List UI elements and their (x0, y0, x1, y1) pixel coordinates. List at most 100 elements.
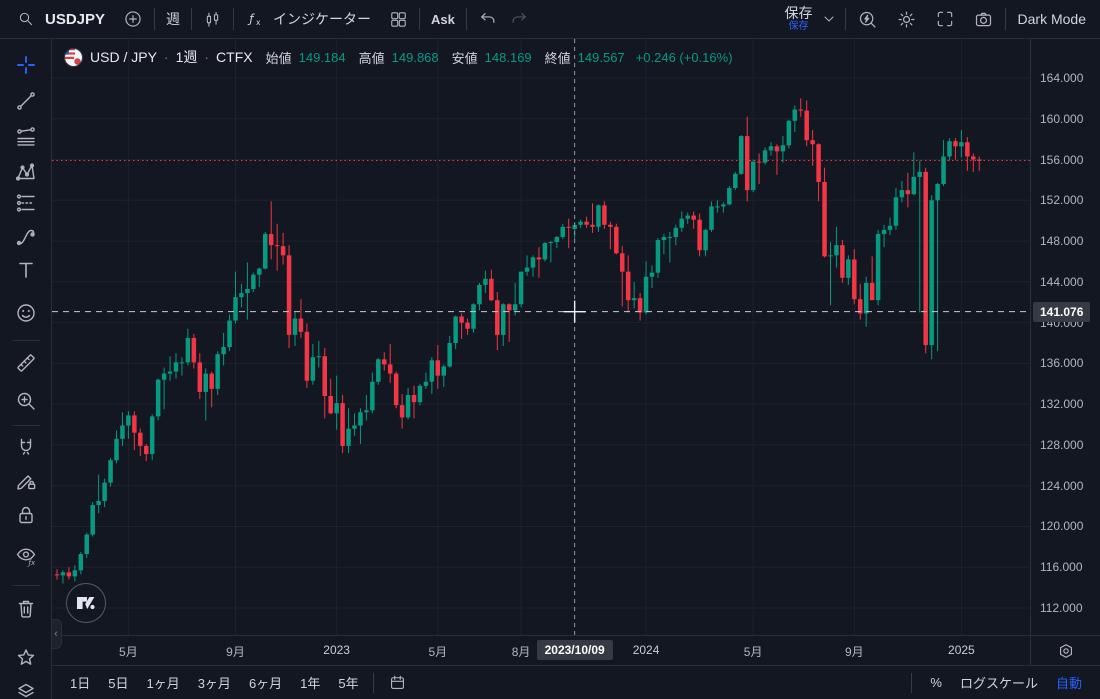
price-axis-label: 112.000 (1040, 601, 1083, 615)
favorites-button[interactable] (14, 646, 38, 670)
text-icon (19, 262, 33, 278)
crosshair-tool-button[interactable] (14, 53, 38, 77)
toolbar-divider (191, 8, 193, 30)
measure-tool-button[interactable] (14, 351, 38, 375)
legend-interval[interactable]: 1週 (175, 49, 198, 65)
chart-style-button[interactable] (194, 0, 231, 38)
save-menu-button[interactable] (815, 0, 843, 38)
price-axis-label: 160.000 (1040, 111, 1084, 126)
price-axis-label: 152.000 (1040, 193, 1084, 208)
symbol-search-button[interactable]: USDJPY (8, 0, 114, 38)
snapshot-button[interactable] (964, 0, 1003, 38)
range-button-6ヶ月[interactable]: 6ヶ月 (248, 676, 283, 691)
range-button-5日[interactable]: 5日 (108, 676, 129, 691)
layout-grid-icon (391, 11, 406, 27)
chart-pane: USD / JPY · 1週 · CTFX 始値 149.184 高値 149.86… (51, 39, 1030, 665)
price-axis-label: 156.000 (1040, 152, 1084, 167)
quick-search-lightning-icon (859, 11, 876, 28)
brush-tool-button[interactable] (14, 225, 38, 249)
log-scale-button[interactable]: ログスケール (959, 676, 1038, 691)
price-axis[interactable]: 164.000 160.000 156.000 152.000 148.000 144.0… (1030, 39, 1100, 665)
emoji-icon (17, 304, 35, 322)
toolbar-divider (419, 8, 421, 30)
range-button-3ヶ月[interactable]: 3ヶ月 (197, 676, 231, 691)
fullscreen-button[interactable] (926, 0, 964, 38)
compare-add-symbol-button[interactable] (114, 0, 152, 38)
legend-separator: · (163, 49, 169, 65)
emoji-tool-button[interactable] (14, 301, 38, 325)
toolbar-divider (1004, 8, 1006, 30)
candlestick-chart[interactable] (52, 39, 1030, 635)
settings-button[interactable] (887, 0, 926, 38)
high-label: 高値 (358, 50, 385, 66)
object-tree-button[interactable] (14, 679, 38, 699)
text-tool-button[interactable] (14, 258, 38, 282)
magnet-mode-button[interactable] (14, 435, 38, 459)
redo-icon (512, 13, 526, 23)
toolbar-collapse-handle[interactable]: ‹ (51, 619, 62, 649)
redo-button[interactable] (507, 0, 538, 38)
toolbar-divider (12, 425, 40, 426)
axis-settings-button[interactable] (1031, 635, 1100, 665)
time-axis-label: 9月 (226, 645, 245, 659)
ask-button[interactable]: Ask (422, 0, 464, 38)
range-button-1ヶ月[interactable]: 1ヶ月 (146, 676, 180, 691)
close-value: 149.567 (577, 49, 625, 65)
price-axis-label: 116.000 (1040, 560, 1083, 575)
undo-button[interactable] (469, 0, 507, 38)
price-axis-label: 136.000 (1040, 356, 1084, 371)
price-axis-label: 164.000 (1040, 71, 1084, 85)
plus-circle-icon (125, 11, 141, 27)
lock-all-drawings-button[interactable] (14, 503, 38, 527)
magnet-icon (20, 438, 32, 455)
change-value: +0.246 (+0.16%) (635, 49, 733, 65)
stay-in-drawing-mode-button[interactable] (14, 469, 38, 493)
price-axis-label: 128.000 (1040, 437, 1084, 452)
zoom-in-tool-button[interactable] (14, 389, 38, 413)
open-label: 始値 (265, 50, 292, 66)
drawing-toolbar: ƒx (0, 39, 52, 699)
save-button[interactable]: 保存 保存 (776, 6, 815, 32)
legend-symbol-title[interactable]: USD / JPY (90, 49, 157, 65)
time-axis-label: 2025 (948, 643, 975, 657)
crosshair-price-label: 141.076 (1033, 301, 1091, 322)
projection-icon (16, 194, 35, 212)
time-axis[interactable]: 5月 9月 2023 5月 8月 2024 5月 9月 2025 2023/10/09 (52, 635, 1030, 665)
legend-separator: · (204, 49, 210, 65)
trend-line-tool-button[interactable] (14, 89, 38, 113)
range-button-1年[interactable]: 1年 (300, 676, 321, 691)
fullscreen-icon (937, 11, 952, 27)
toolbar-divider (12, 340, 40, 341)
go-to-date-button[interactable] (384, 671, 411, 694)
eye-fx-icon: ƒx (16, 548, 36, 567)
range-button-5年[interactable]: 5年 (338, 676, 359, 691)
interval-button[interactable]: 週 (157, 0, 189, 38)
time-axis-label: 5月 (428, 645, 448, 659)
trash-icon (18, 600, 34, 618)
auto-scale-button[interactable]: 自動 (1055, 676, 1082, 691)
search-icon (19, 12, 33, 26)
hide-indicators-button[interactable]: ƒx (14, 544, 38, 568)
svg-text:ƒx: ƒx (27, 559, 36, 567)
quick-search-button[interactable] (848, 0, 887, 38)
toolbar-divider (154, 8, 156, 30)
percent-scale-button[interactable]: % (930, 675, 942, 690)
chart-plot[interactable] (52, 39, 1030, 635)
time-axis-label: 5月 (743, 645, 763, 659)
pattern-tool-button[interactable] (14, 160, 38, 184)
range-button-1日[interactable]: 1日 (70, 676, 91, 691)
time-axis-label: 8月 (511, 645, 531, 659)
close-label: 終値 (544, 50, 571, 66)
save-badge: 保存 (788, 21, 809, 32)
symbol-label: USDJPY (45, 10, 106, 28)
projection-tool-button[interactable] (14, 191, 38, 215)
symbol-flag-icon (64, 47, 83, 67)
dark-mode-toggle[interactable]: Dark Mode (1017, 11, 1086, 27)
remove-drawings-button[interactable] (14, 596, 38, 620)
layout-button[interactable] (380, 0, 417, 38)
fib-retracement-tool-button[interactable] (14, 125, 38, 149)
undo-icon (481, 13, 495, 23)
